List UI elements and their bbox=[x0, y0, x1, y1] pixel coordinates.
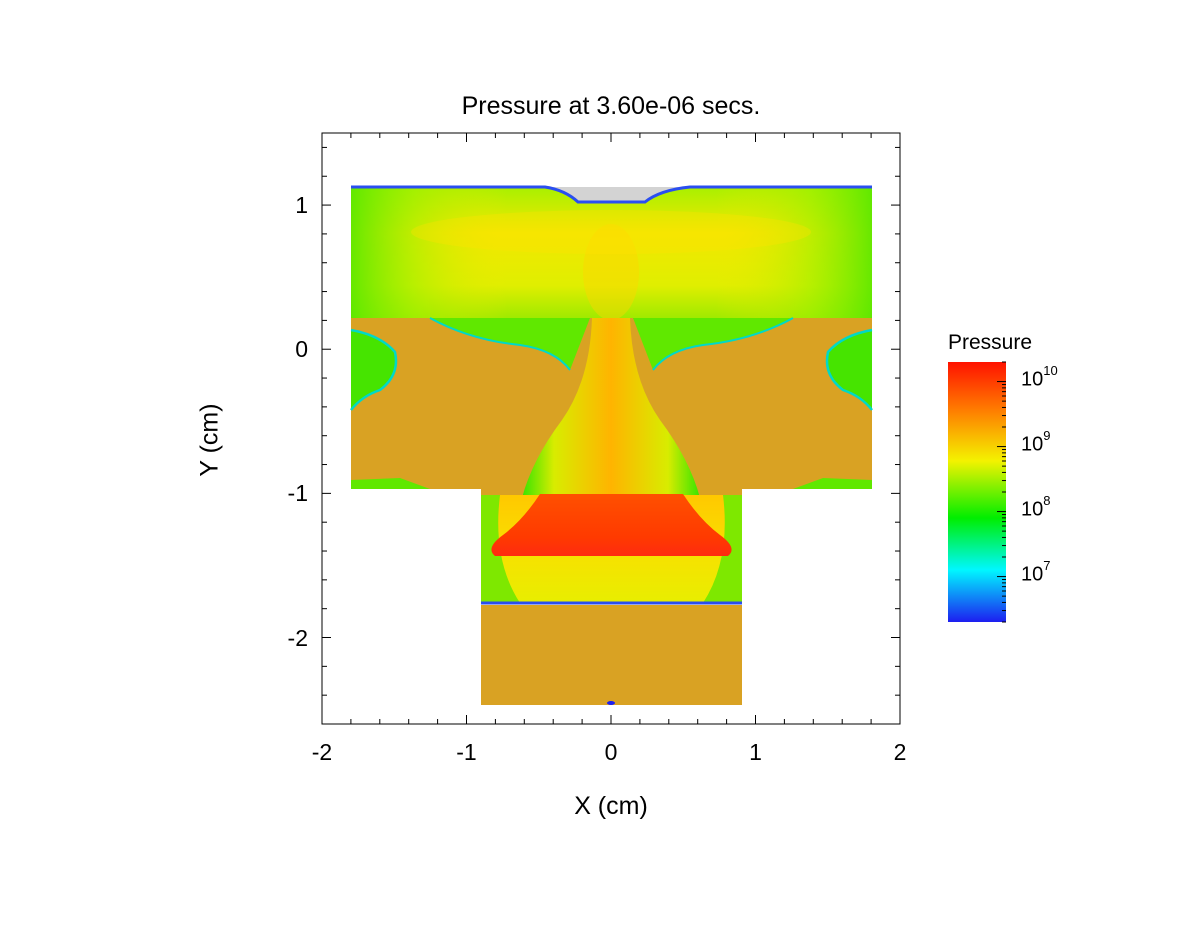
right-intrusion bbox=[827, 330, 872, 410]
upper-boundary-line bbox=[351, 185, 872, 204]
y-tick-label: 1 bbox=[295, 192, 308, 219]
x-tick-label: -1 bbox=[456, 739, 477, 765]
colorbar-tick-label: 109 bbox=[1021, 427, 1051, 456]
upper-center-glow bbox=[583, 224, 639, 320]
y-tick-label: 0 bbox=[295, 336, 308, 363]
central-jet bbox=[522, 318, 700, 498]
left-intrusion-edge bbox=[350, 328, 398, 411]
lower-gas-left-edge bbox=[481, 495, 520, 603]
colorbar-tick-label: 108 bbox=[1021, 492, 1051, 521]
right-intrusion-edge bbox=[825, 328, 873, 411]
upper-chamber-edges bbox=[351, 187, 872, 318]
x-axis-label: X (cm) bbox=[574, 792, 648, 820]
axis-ticks bbox=[321, 133, 901, 725]
top-right-lip bbox=[633, 318, 793, 370]
colorbar-tick-label: 1010 bbox=[1021, 362, 1058, 391]
y-tick-label: -2 bbox=[287, 624, 308, 651]
upper-center-band bbox=[411, 210, 811, 254]
colorbar-title: Pressure bbox=[948, 331, 1033, 354]
colorbar-ticks bbox=[997, 361, 1006, 623]
x-tick-label: -2 bbox=[311, 739, 333, 765]
bottom-right-rim bbox=[793, 478, 872, 489]
high-pressure-zone bbox=[491, 494, 732, 556]
bottom-left-rim bbox=[351, 478, 430, 489]
top-lip-edge-left bbox=[429, 317, 571, 371]
left-intrusion bbox=[351, 330, 396, 410]
top-left-lip bbox=[430, 318, 590, 370]
chart-title: Pressure at 3.60e-06 secs. bbox=[461, 92, 761, 120]
top-lip-edge-right bbox=[652, 317, 794, 371]
lower-material bbox=[481, 605, 742, 705]
y-tick-label: -1 bbox=[287, 480, 308, 507]
x-tick-label: 0 bbox=[604, 739, 618, 765]
pressure-field bbox=[350, 185, 873, 705]
x-tick-label: 1 bbox=[749, 739, 762, 765]
lower-gas-right-edge bbox=[703, 495, 742, 603]
y-axis-label: Y (cm) bbox=[195, 403, 224, 477]
x-tick-label: 2 bbox=[893, 739, 907, 765]
colorbar-tick-label: 107 bbox=[1021, 557, 1051, 586]
colorbar bbox=[948, 362, 1006, 622]
bottom-marker bbox=[607, 701, 615, 705]
